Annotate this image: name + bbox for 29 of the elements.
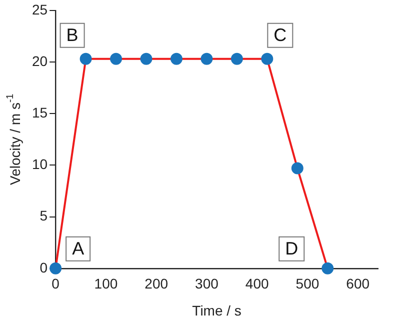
annotation: C	[274, 24, 287, 45]
y-tick-label: 0	[40, 259, 48, 276]
point	[50, 262, 62, 274]
x-tick-label: 100	[94, 276, 118, 292]
y-tick-label: 10	[32, 156, 48, 172]
y-tick-label: 5	[40, 208, 48, 224]
point	[230, 52, 243, 65]
x-tick-label: 500	[296, 276, 320, 292]
y-axis-title: Velocity / m s-1	[5, 94, 23, 185]
x-tick-label: 300	[195, 276, 219, 292]
y-tick-label: 20	[32, 52, 48, 69]
point	[261, 52, 274, 65]
x-tick-label: 400	[245, 276, 269, 292]
y-tick-label: 15	[32, 104, 48, 120]
point	[170, 52, 182, 65]
x-tick-label: 0	[52, 276, 60, 292]
point	[200, 52, 213, 65]
point	[322, 262, 334, 274]
y-tick-label: 25	[32, 1, 48, 18]
annotation: B	[66, 24, 78, 45]
point	[140, 52, 152, 65]
point	[291, 162, 304, 174]
point	[80, 52, 92, 65]
x-tick-label: 600	[346, 276, 370, 292]
x-axis-title: Time / s	[192, 302, 242, 318]
annotation: A	[72, 238, 84, 258]
point	[110, 52, 122, 65]
x-tick-label: 200	[144, 276, 168, 292]
annotation: D	[285, 238, 298, 258]
